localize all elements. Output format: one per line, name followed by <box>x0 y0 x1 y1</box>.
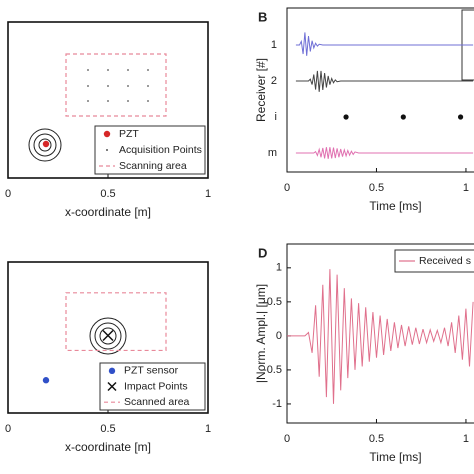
x-axis-label: x-coordinate [m] <box>65 205 151 219</box>
ring <box>89 317 127 355</box>
ring <box>38 138 52 152</box>
legend-swatch <box>107 381 117 392</box>
x-tick-label: 1 <box>463 182 469 194</box>
legend-label: Received s <box>419 255 471 267</box>
impact-point <box>102 329 114 342</box>
y-tick-label: 2 <box>271 75 277 87</box>
acquisition-point <box>147 100 149 102</box>
acquisition-point <box>87 85 89 87</box>
x-tick-label: 1 <box>463 433 469 445</box>
x-axis-label: x-coordinate [m] <box>65 440 151 454</box>
impact-rings <box>89 317 127 355</box>
x-tick-label: 0 <box>284 433 290 445</box>
x-tick-label: 0.5 <box>369 182 384 194</box>
acquisition-point <box>107 85 109 87</box>
legend-box <box>394 249 474 273</box>
y-tick-label: -0.5 <box>263 364 282 376</box>
acquisition-point <box>107 69 109 71</box>
acquisition-point <box>87 69 89 71</box>
x-tick-label: 0 <box>284 182 290 194</box>
y-axis-label: |Norm. Ampl.| [μm] <box>254 284 268 383</box>
acquisition-point <box>147 69 149 71</box>
ring <box>94 322 122 350</box>
acquisition-point <box>87 100 89 102</box>
x-axis-label: Time [ms] <box>369 450 421 464</box>
ring <box>33 133 57 157</box>
axes-box <box>286 243 474 424</box>
x-tick-label: 0.5 <box>369 433 384 445</box>
y-tick-label: i <box>275 111 277 123</box>
pzt-rings <box>28 128 62 162</box>
x-tick-label: 1 <box>205 423 211 435</box>
legend-swatch <box>106 149 108 151</box>
legend-label: PZT <box>119 128 139 140</box>
panel-label: B <box>258 9 267 24</box>
legend-swatch <box>108 367 116 375</box>
area-rect <box>65 53 167 117</box>
y-tick-label: 0 <box>276 330 282 342</box>
x-tick-label: 0 <box>5 423 11 435</box>
legend-label: Scanned area <box>124 396 190 408</box>
area-rect <box>65 292 167 352</box>
axes-box <box>286 7 474 173</box>
y-tick-label: m <box>268 147 277 159</box>
y-tick-label: 0.5 <box>267 296 282 308</box>
acquisition-point <box>147 85 149 87</box>
y-axis-label: Receiver [#] <box>254 58 268 122</box>
x-tick-label: 0.5 <box>100 188 115 200</box>
y-tick-label: 1 <box>271 39 277 51</box>
ring <box>99 327 117 345</box>
x-tick-label: 1 <box>205 188 211 200</box>
sensor-point <box>42 377 50 384</box>
x-tick-label: 0 <box>5 188 11 200</box>
ellipsis-dot <box>457 114 464 120</box>
sensor-point <box>42 140 50 148</box>
legend-label: PZT sensor <box>124 365 179 377</box>
x-axis-label: Time [ms] <box>369 199 421 213</box>
signal-line <box>295 70 474 92</box>
signal-line <box>295 32 474 56</box>
panel-label: D <box>258 245 267 260</box>
acquisition-point <box>127 100 129 102</box>
legend-label: Impact Points <box>124 380 188 392</box>
legend-label: Acquisition Points <box>119 144 202 156</box>
legend-label: Scanning area <box>119 160 187 172</box>
legend-swatch <box>103 130 111 138</box>
ring <box>28 128 62 162</box>
acquisition-point <box>127 85 129 87</box>
x-tick-label: 0.5 <box>100 423 115 435</box>
legend-box <box>99 362 206 411</box>
acquisition-point <box>107 100 109 102</box>
ellipsis-dot <box>343 114 349 120</box>
signal-line <box>295 147 474 159</box>
signal-line <box>287 269 474 404</box>
y-tick-label: 1 <box>276 262 282 274</box>
acquisition-point <box>127 69 129 71</box>
y-tick-label: -1 <box>272 398 282 410</box>
ellipsis-dot <box>400 114 406 120</box>
